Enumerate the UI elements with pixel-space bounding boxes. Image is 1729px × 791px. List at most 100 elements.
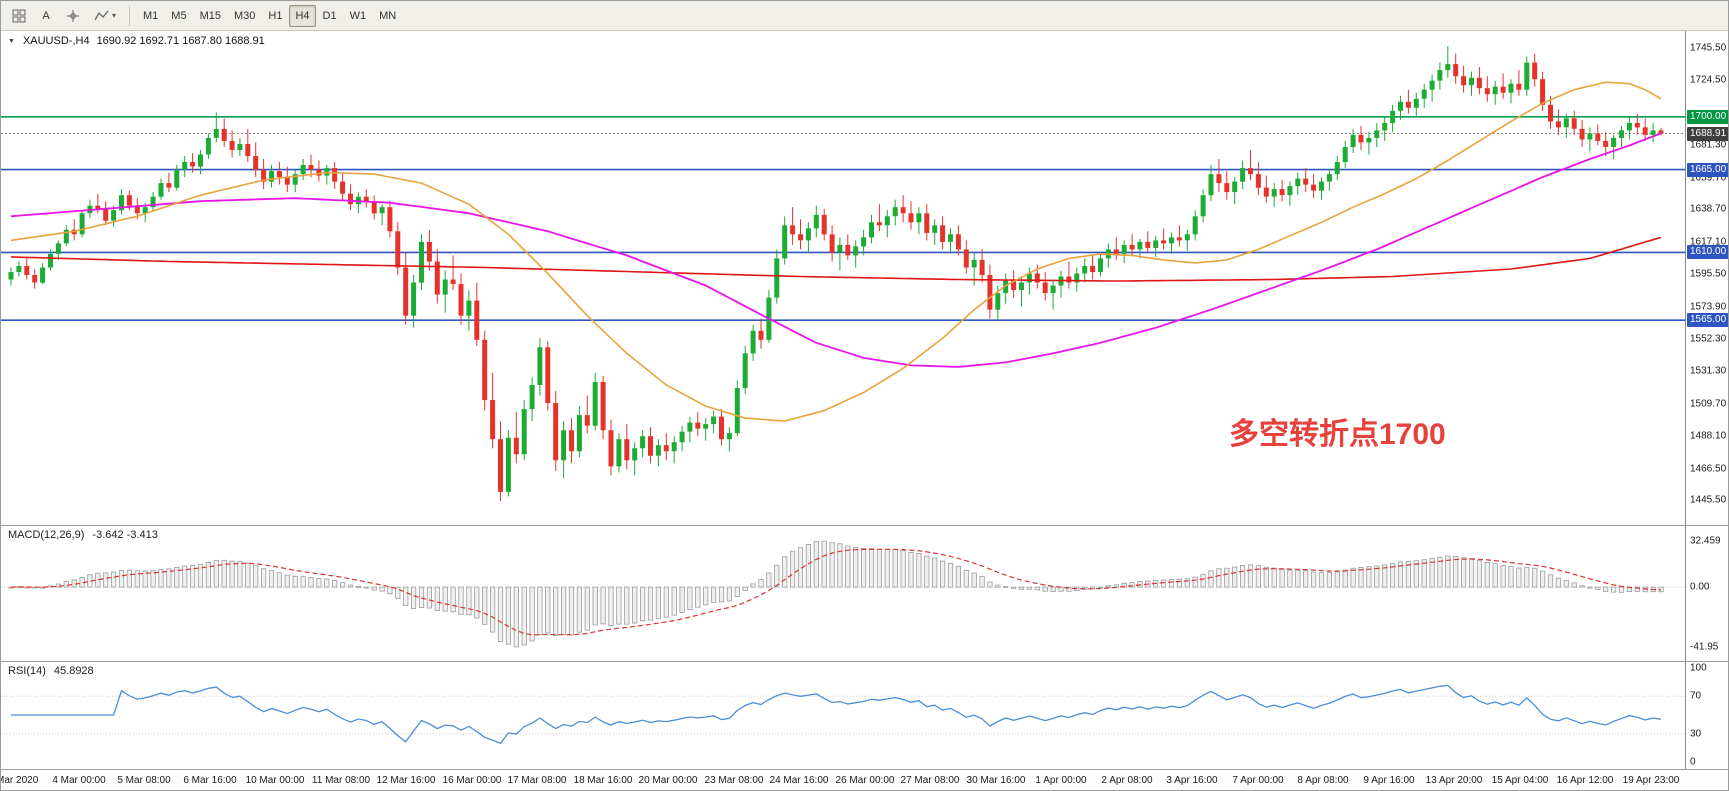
price-axis-label: 1595.50: [1690, 268, 1727, 280]
price-axis-label: 1445.50: [1690, 494, 1727, 506]
text-tool-button[interactable]: A: [34, 5, 58, 27]
price-axis-label: 1531.30: [1690, 365, 1727, 377]
price-axis-label: 1745.50: [1690, 42, 1727, 54]
time-axis-label: 17 Mar 08:00: [507, 775, 567, 786]
text-tool-label: A: [42, 9, 50, 22]
rsi-title: RSI(14): [8, 665, 46, 677]
rsi-axis-label: 100: [1690, 662, 1707, 674]
symbol-collapse-icon: ▼: [8, 37, 15, 45]
main-price-axis: 1745.50 1724.50 1681.30 1659.70 1638.70 1617.…: [1685, 31, 1728, 525]
macd-plot[interactable]: [1, 526, 1685, 662]
macd-values: -3.642 -3.413: [92, 529, 158, 541]
price-axis-label: 1552.30: [1690, 333, 1727, 345]
timeframe-mn[interactable]: MN: [379, 9, 397, 22]
rsi-axis: 100 70 30 0: [1685, 662, 1728, 769]
medium-ma: [10, 132, 1662, 368]
time-axis-label: 20 Mar 00:00: [638, 775, 698, 786]
price-axis-label: 1638.70: [1690, 203, 1727, 215]
macd-axis-label: -41.95: [1690, 641, 1719, 652]
price-level-badge: 1700.00: [1687, 109, 1728, 124]
timeframe-h4[interactable]: H4: [289, 4, 316, 27]
timeframe-h1[interactable]: H1: [268, 9, 283, 22]
time-axis-label: 2 Apr 08:00: [1101, 775, 1153, 786]
time-axis-label: 2 Mar 2020: [1, 775, 39, 786]
time-axis-label: 13 Apr 20:00: [1425, 775, 1483, 786]
price-axis-label: 1573.90: [1690, 301, 1727, 313]
time-axis-label: 27 Mar 08:00: [900, 775, 960, 786]
time-axis-label: 7 Apr 00:00: [1232, 775, 1284, 786]
price-level-badge: 1688.91: [1687, 126, 1728, 141]
charts-grid-button[interactable]: [6, 5, 32, 27]
price-axis-label: 1724.50: [1690, 74, 1727, 86]
toolbar: A ▾ M1 M5 M15 M30 H1 H4 D1 W1 MN: [1, 1, 1728, 31]
timeframe-m30[interactable]: M30: [233, 9, 256, 22]
macd-axis: 32.459 0.00 -41.95: [1685, 526, 1728, 661]
time-axis-label: 18 Mar 16:00: [573, 775, 633, 786]
macd-panel: MACD(12,26,9) -3.642 -3.413 32.459 0.00 -4…: [1, 525, 1728, 662]
rsi-axis-label: 30: [1690, 728, 1702, 740]
time-axis-label: 26 Mar 00:00: [835, 775, 895, 786]
main-chart-panel: ▼ XAUUSD-,H4 1690.92 1692.71 1687.80 168…: [1, 31, 1728, 525]
time-axis-label: 8 Apr 08:00: [1297, 775, 1349, 786]
trendline-icon: [94, 10, 109, 21]
chevron-down-icon: ▾: [112, 11, 117, 20]
macd-title: MACD(12,26,9): [8, 529, 85, 541]
rsi-value: 45.8928: [53, 665, 94, 677]
price-axis-label: 1681.30: [1690, 139, 1727, 151]
time-axis-label: 11 Mar 08:00: [311, 775, 371, 786]
charts-grid-icon: [12, 9, 26, 22]
timeframe-w1[interactable]: W1: [349, 9, 367, 22]
timeframe-d1[interactable]: D1: [322, 9, 337, 22]
rsi-header: RSI(14) 45.8928: [8, 665, 94, 677]
chart-header: ▼ XAUUSD-,H4 1690.92 1692.71 1687.80 168…: [8, 35, 265, 47]
timeframe-group: M1 M5 M15 M30 H1 H4 D1 W1 MN: [137, 4, 402, 27]
rsi-panel: RSI(14) 45.8928 100 70 30 0: [1, 661, 1728, 770]
slow-ma: [10, 236, 1662, 282]
macd-histogram: [8, 540, 1664, 648]
time-axis-label: 23 Mar 08:00: [704, 775, 764, 786]
timeframe-m5[interactable]: M5: [171, 9, 187, 22]
time-axis-label: 6 Mar 16:00: [183, 775, 237, 786]
price-axis-label: 1509.70: [1690, 398, 1727, 409]
chart-annotation: 多空转折点1700: [1229, 418, 1446, 451]
macd-signal-line: [10, 548, 1662, 636]
time-axis-label: 5 Mar 08:00: [117, 775, 171, 786]
crosshair-icon: [67, 9, 79, 22]
time-axis-label: 24 Mar 16:00: [769, 775, 829, 786]
price-axis-label: 1617.10: [1690, 236, 1727, 248]
rsi-line: [11, 684, 1662, 745]
rsi-axis-label: 0: [1690, 756, 1696, 768]
rsi-axis-label: 70: [1690, 690, 1702, 702]
main-plot[interactable]: [1, 31, 1685, 525]
time-axis-label: 16 Apr 12:00: [1556, 775, 1614, 786]
time-axis-label: 12 Mar 16:00: [376, 775, 436, 786]
time-axis-label: 1 Apr 00:00: [1035, 775, 1087, 786]
time-axis-label: 9 Apr 16:00: [1363, 775, 1415, 786]
timeframe-m15[interactable]: M15: [199, 9, 221, 22]
toolbar-separator: [129, 5, 131, 26]
price-axis-label: 1466.50: [1690, 463, 1727, 475]
time-axis-label: 15 Apr 04:00: [1491, 775, 1549, 786]
rsi-plot[interactable]: [1, 662, 1685, 770]
time-axis-label: 3 Apr 16:00: [1166, 775, 1218, 786]
price-axis-label: 1488.10: [1690, 430, 1727, 442]
macd-axis-label: 0.00: [1690, 581, 1710, 593]
time-axis-label: 19 Apr 23:00: [1622, 775, 1680, 786]
time-axis-label: 4 Mar 00:00: [52, 775, 106, 786]
price-axis-label: 1659.70: [1690, 172, 1727, 183]
fast-ma: [10, 81, 1662, 422]
time-axis-label: 16 Mar 00:00: [442, 775, 502, 786]
drawing-tools-button[interactable]: ▾: [88, 5, 122, 27]
ma-lines-layer: [10, 81, 1662, 422]
price-level-badge: 1610.00: [1687, 245, 1728, 260]
macd-axis-label: 32.459: [1690, 535, 1721, 547]
timeframe-m1[interactable]: M1: [143, 9, 159, 22]
macd-header: MACD(12,26,9) -3.642 -3.413: [8, 529, 158, 541]
crosshair-button[interactable]: [60, 5, 86, 27]
price-level-badge: 1565.00: [1687, 313, 1728, 328]
time-axis-label: 30 Mar 16:00: [966, 775, 1026, 786]
chart-ohlc-values: 1690.92 1692.71 1687.80 1688.91: [96, 35, 265, 47]
chart-symbol-period: XAUUSD-,H4: [22, 35, 90, 47]
price-level-badge: 1665.00: [1687, 162, 1728, 177]
